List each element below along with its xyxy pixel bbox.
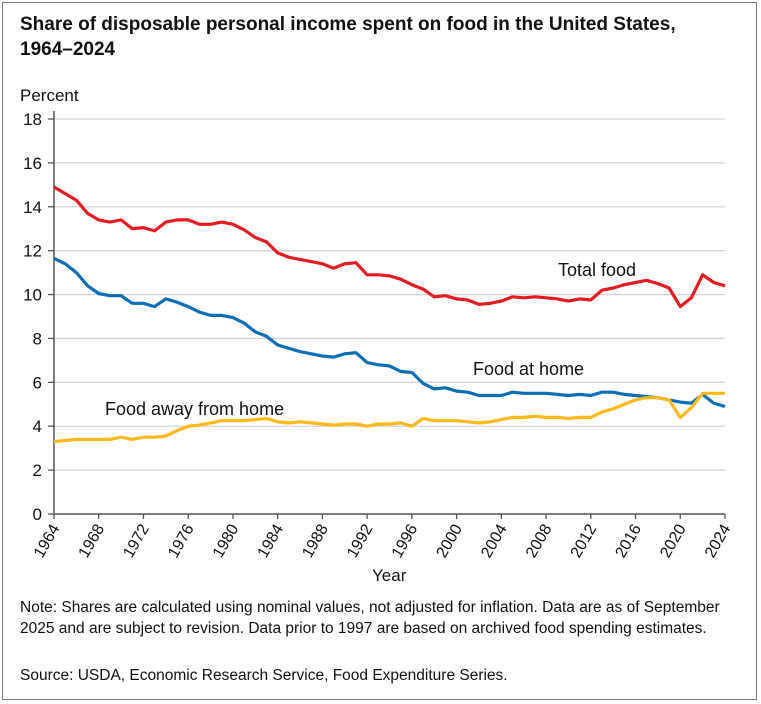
- y-axis-label: Percent: [20, 86, 79, 105]
- series-label: Food at home: [473, 359, 584, 379]
- y-tick-label: 0: [33, 505, 42, 524]
- chart-source: Source: USDA, Economic Research Service,…: [20, 667, 508, 684]
- x-tick-label: 1976: [165, 521, 198, 560]
- series-label: Food away from home: [105, 399, 284, 419]
- x-tick-label: 2020: [657, 521, 690, 560]
- x-tick-label: 1992: [344, 521, 377, 560]
- series-line-food-away-from-home: [53, 391, 725, 444]
- x-axis-label: Year: [372, 566, 407, 585]
- y-tick-label: 8: [33, 329, 42, 348]
- x-tick-label: 1988: [299, 521, 332, 560]
- x-tick-label: 2004: [478, 521, 511, 560]
- y-tick-label: 2: [33, 461, 42, 480]
- x-tick-label: 1996: [389, 521, 422, 560]
- chart-title: Share of disposable personal income spen…: [20, 14, 676, 60]
- y-tick-label: 12: [23, 242, 42, 261]
- y-tick-label: 14: [23, 198, 42, 217]
- x-tick-label: 1984: [255, 521, 288, 560]
- x-tick-label: 1964: [31, 521, 64, 560]
- x-tick-label: 1972: [120, 521, 153, 560]
- y-tick-label: 16: [23, 154, 42, 173]
- x-tick-label: 2012: [568, 521, 601, 560]
- x-tick-label: 1980: [210, 521, 243, 560]
- series-line-total-food: [53, 185, 726, 309]
- x-tick-label: 2024: [702, 521, 735, 560]
- y-tick-label: 4: [33, 417, 42, 436]
- chart-note: Note: Shares are calculated using nomina…: [20, 599, 720, 637]
- x-tick-label: 2008: [523, 521, 556, 560]
- x-tick-label: 2000: [434, 521, 467, 560]
- y-tick-label: 10: [23, 286, 42, 305]
- x-tick-label: 2016: [612, 521, 645, 560]
- x-tick-label: 1968: [76, 521, 109, 560]
- series-line-food-at-home: [53, 256, 726, 409]
- series-label: Total food: [558, 260, 636, 280]
- y-tick-label: 6: [33, 373, 42, 392]
- y-tick-label: 18: [23, 110, 42, 129]
